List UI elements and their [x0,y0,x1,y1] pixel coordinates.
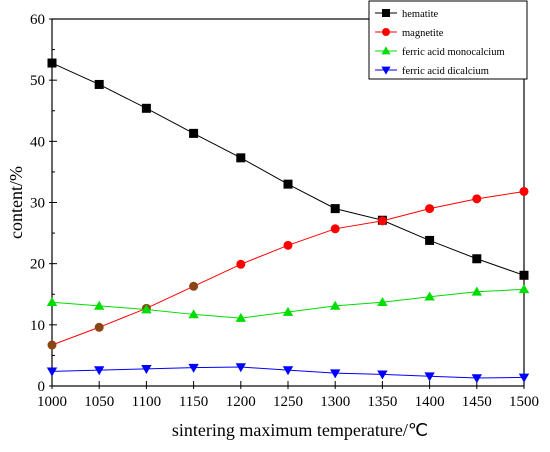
data-point [141,103,151,113]
legend-item: ferric acid dicalcium [375,66,489,77]
data-point [94,366,105,376]
legend-marker [381,46,391,55]
x-tick-label: 1200 [226,394,256,410]
data-point [283,240,293,250]
legend-item: hematite [375,9,438,20]
x-tick-label: 1150 [179,394,208,410]
data-point [94,300,105,310]
data-point [282,306,294,316]
data-point [188,309,199,319]
data-point [471,286,482,296]
data-point [94,79,104,89]
series-ferric-acid-monocalcium [46,284,530,322]
legend-label: hematite [402,9,438,20]
data-point [189,281,199,291]
data-point [189,128,199,138]
data-point [424,372,435,382]
data-point [141,304,152,314]
x-axis-title: sintering maximum temperature/℃ [172,420,428,440]
data-point [46,297,58,307]
series-layer [46,58,530,384]
data-point [330,369,341,379]
x-tick-label: 1050 [84,394,114,410]
x-tick-label: 1450 [462,394,492,410]
series-line [51,190,525,346]
y-tick-label: 40 [30,134,45,150]
data-point [424,291,435,301]
data-point [519,186,529,196]
x-tick-label: 1250 [273,394,303,410]
data-point [46,367,58,377]
legend-marker [381,66,391,75]
series-magnetite [47,186,529,350]
data-point [425,235,435,245]
data-point [519,270,529,280]
series-hematite [47,58,529,280]
y-axis-title: content/% [6,166,26,239]
data-point [47,340,57,350]
legend-marker [382,28,390,36]
data-point [518,284,530,294]
legend-box [368,0,528,80]
x-tick-label: 1100 [132,394,161,410]
x-tick-label: 1400 [415,394,445,410]
y-tick-label: 10 [30,318,45,334]
data-point [188,363,199,373]
data-point [472,194,482,204]
data-point [94,322,104,332]
y-tick-label: 60 [30,12,45,28]
legend-marker [382,9,390,17]
y-tick-label: 0 [38,379,46,395]
data-point [282,366,294,376]
x-tick-label: 1000 [37,394,67,410]
data-point [235,363,246,373]
data-point [236,153,246,163]
data-point [283,179,293,189]
data-point [377,297,388,307]
legend-label: magnetite [402,28,444,39]
legend: hematite magnetite ferric acid monocalcium… [368,0,528,80]
data-point [377,216,387,226]
x-tick-label: 1500 [509,394,539,410]
data-point [330,224,340,234]
x-tick-label: 1350 [367,394,397,410]
x-tick-label: 1300 [320,394,350,410]
data-point [425,204,435,214]
y-tick-label: 20 [30,257,45,273]
data-point [330,204,340,214]
data-point [236,259,246,269]
legend-item: magnetite [375,28,444,39]
legend-item: ferric acid monocalcium [375,46,505,58]
data-point [330,300,341,310]
data-point [472,254,482,264]
data-point [518,373,530,383]
y-tick-label: 30 [30,196,45,212]
legend-label: ferric acid monocalcium [402,47,505,58]
data-point [377,370,388,380]
data-point [471,374,482,384]
data-point [141,365,152,375]
axes: 0 10 20 30 40 50 60 1000 1050 1100 1150 1200 1250 130… [30,12,539,410]
y-tick-label: 50 [30,73,45,89]
data-point [235,312,246,322]
legend-label: ferric acid dicalcium [402,66,489,77]
series-ferric-acid-dicalcium [46,363,530,384]
data-point [47,58,57,68]
